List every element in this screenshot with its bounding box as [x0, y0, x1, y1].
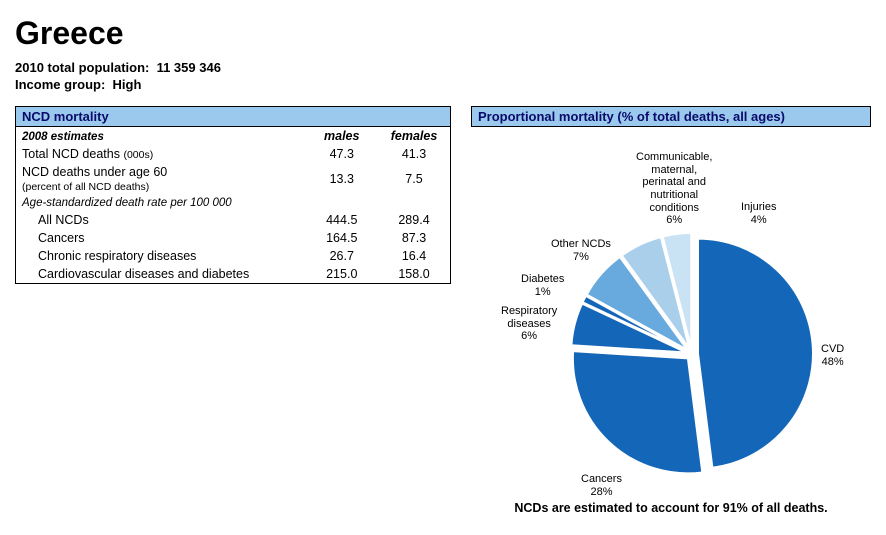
- pie-label-other-ncds: Other NCDs7%: [551, 238, 611, 263]
- cell-females: 7.5: [378, 163, 451, 195]
- pie-slice-cvd: [698, 239, 813, 468]
- country-title: Greece: [15, 15, 871, 52]
- pie-svg: [571, 233, 813, 475]
- pie-slice-cancers: [573, 351, 702, 473]
- cell-females: 289.4: [378, 211, 451, 229]
- cell-males: 13.3: [306, 163, 379, 195]
- population-label: 2010 total population:: [15, 60, 149, 75]
- estimates-note: 2008 estimates: [22, 131, 104, 143]
- table-row: Cancers 164.5 87.3: [16, 229, 451, 247]
- row-label: NCD deaths under age 60: [22, 165, 167, 179]
- row-label: All NCDs: [16, 211, 306, 229]
- pie-label-cvd: CVD48%: [821, 343, 844, 368]
- pie-panel: Proportional mortality (% of total death…: [471, 106, 871, 515]
- col-males: males: [306, 127, 379, 145]
- pie-label-respiratory-diseases: Respiratorydiseases6%: [501, 305, 557, 343]
- income-label: Income group:: [15, 77, 105, 92]
- row-label: Total NCD deaths: [22, 147, 120, 161]
- population-line: 2010 total population: 11 359 346: [15, 60, 871, 75]
- pie-footnote: NCDs are estimated to account for 91% of…: [471, 501, 871, 515]
- pie-label-diabetes: Diabetes1%: [521, 273, 564, 298]
- row-note: (000s): [123, 149, 153, 161]
- cell-males: 164.5: [306, 229, 379, 247]
- row-label: Cardiovascular diseases and diabetes: [16, 265, 306, 284]
- pie-label-injuries: Injuries4%: [741, 201, 776, 226]
- col-females: females: [378, 127, 451, 145]
- income-line: Income group: High: [15, 77, 871, 92]
- cell-males: 26.7: [306, 247, 379, 265]
- row-note: (percent of all NCD deaths): [22, 181, 149, 193]
- mortality-table: 2008 estimates males females Total NCD d…: [15, 127, 451, 284]
- mortality-panel: NCD mortality 2008 estimates males femal…: [15, 106, 451, 284]
- table-row: Chronic respiratory diseases 26.7 16.4: [16, 247, 451, 265]
- pie-label-communicable: Communicable,maternal,perinatal andnutri…: [636, 151, 712, 227]
- cell-females: 41.3: [378, 145, 451, 163]
- cell-males: 444.5: [306, 211, 379, 229]
- cell-males: 215.0: [306, 265, 379, 284]
- cell-females: 16.4: [378, 247, 451, 265]
- population-value: 11 359 346: [157, 60, 221, 75]
- cell-females: 158.0: [378, 265, 451, 284]
- table-row: All NCDs 444.5 289.4: [16, 211, 451, 229]
- table-row: Total NCD deaths (000s) 47.3 41.3: [16, 145, 451, 163]
- mortality-panel-title: NCD mortality: [15, 106, 451, 127]
- cell-females: 87.3: [378, 229, 451, 247]
- pie-chart: CVD48%Cancers28%Respiratorydiseases6%Dia…: [471, 133, 871, 493]
- cell-males: 47.3: [306, 145, 379, 163]
- table-row: NCD deaths under age 60 (percent of all …: [16, 163, 451, 195]
- rate-header-row: Age-standardized death rate per 100 000: [16, 195, 451, 211]
- pie-panel-title: Proportional mortality (% of total death…: [471, 106, 871, 127]
- row-label: Cancers: [16, 229, 306, 247]
- pie-label-cancers: Cancers28%: [581, 473, 622, 498]
- income-value: High: [113, 77, 142, 92]
- rate-header: Age-standardized death rate per 100 000: [16, 195, 451, 211]
- table-row: Cardiovascular diseases and diabetes 215…: [16, 265, 451, 284]
- row-label: Chronic respiratory diseases: [16, 247, 306, 265]
